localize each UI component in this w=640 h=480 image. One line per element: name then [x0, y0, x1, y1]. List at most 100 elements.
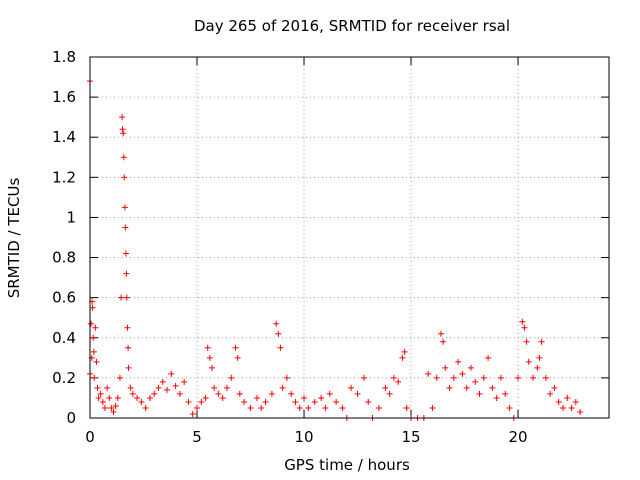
data-point — [99, 398, 106, 405]
data-point — [232, 344, 239, 351]
data-point — [442, 364, 449, 371]
data-point — [122, 224, 129, 231]
data-point — [322, 404, 329, 411]
data-point — [241, 398, 248, 405]
data-point — [333, 398, 340, 405]
data-point — [129, 390, 136, 397]
data-point — [318, 394, 325, 401]
data-point — [506, 404, 513, 411]
y-tick-label: 1.2 — [52, 168, 76, 186]
y-tick-label: 0.6 — [52, 289, 76, 307]
data-point — [219, 394, 226, 401]
data-point — [88, 320, 95, 327]
data-point — [365, 398, 372, 405]
data-point — [121, 174, 128, 181]
data-point — [151, 390, 158, 397]
data-point — [455, 358, 462, 365]
data-point — [142, 404, 149, 411]
data-point — [106, 394, 113, 401]
data-point — [262, 398, 269, 405]
data-point — [572, 398, 579, 405]
data-point — [258, 404, 265, 411]
data-point — [253, 394, 260, 401]
data-point — [480, 374, 487, 381]
data-point — [120, 154, 127, 161]
data-point — [301, 394, 308, 401]
y-tick-label: 0.4 — [52, 329, 76, 347]
y-tick-labels: 0 0.2 0.4 0.6 0.8 1 1.2 1.4 1.6 1.8 — [52, 48, 76, 427]
y-tick-label: 1.4 — [52, 128, 76, 146]
data-point — [459, 370, 466, 377]
data-point — [118, 294, 125, 301]
data-point — [114, 394, 121, 401]
data-point — [515, 374, 522, 381]
data-point — [123, 270, 130, 277]
data-point — [519, 318, 526, 325]
data-point — [116, 374, 123, 381]
data-point — [476, 390, 483, 397]
data-point — [159, 378, 166, 385]
data-point — [463, 384, 470, 391]
y-tick-label: 0.8 — [52, 249, 76, 267]
data-point — [536, 354, 543, 361]
data-point — [155, 384, 162, 391]
x-tick-label: 5 — [192, 428, 202, 446]
data-point — [429, 404, 436, 411]
data-point — [534, 364, 541, 371]
data-point — [440, 338, 447, 345]
data-point — [127, 384, 134, 391]
data-point — [108, 404, 115, 411]
data-point — [399, 354, 406, 361]
data-point — [530, 374, 537, 381]
data-point — [121, 204, 128, 211]
data-point — [104, 384, 111, 391]
data-point — [348, 384, 355, 391]
data-point — [123, 294, 130, 301]
data-point — [172, 382, 179, 389]
data-point — [95, 394, 102, 401]
data-point — [403, 404, 410, 411]
data-point — [446, 384, 453, 391]
data-point — [521, 324, 528, 331]
data-point — [185, 398, 192, 405]
grid — [90, 57, 609, 418]
x-tick-label: 0 — [85, 428, 95, 446]
data-point — [489, 384, 496, 391]
data-point — [202, 394, 209, 401]
data-point — [90, 348, 97, 355]
data-point — [538, 338, 545, 345]
data-point — [223, 384, 230, 391]
data-point — [551, 384, 558, 391]
data-point — [277, 344, 284, 351]
x-tick-label: 15 — [401, 428, 420, 446]
data-point — [168, 370, 175, 377]
data-point — [577, 408, 584, 415]
data-point — [268, 390, 275, 397]
data-point — [228, 374, 235, 381]
data-point — [326, 390, 333, 397]
data-point — [390, 374, 397, 381]
data-point — [164, 386, 171, 393]
data-point — [288, 390, 295, 397]
data-point — [275, 330, 282, 337]
data-point — [525, 358, 532, 365]
data-point — [93, 358, 100, 365]
data-point — [564, 394, 571, 401]
data-point — [273, 320, 280, 327]
x-tick-label: 20 — [508, 428, 527, 446]
data-point — [292, 398, 299, 405]
data-point — [90, 334, 97, 341]
data-point — [101, 404, 108, 411]
data-point — [502, 390, 509, 397]
data-point — [97, 390, 104, 397]
chart-title: Day 265 of 2016, SRMTID for receiver rsa… — [194, 17, 510, 35]
data-point — [296, 404, 303, 411]
data-point — [395, 378, 402, 385]
data-point — [382, 384, 389, 391]
data-point — [234, 354, 241, 361]
data-point — [211, 384, 218, 391]
data-point — [138, 398, 145, 405]
data-point — [279, 384, 286, 391]
data-point — [433, 374, 440, 381]
